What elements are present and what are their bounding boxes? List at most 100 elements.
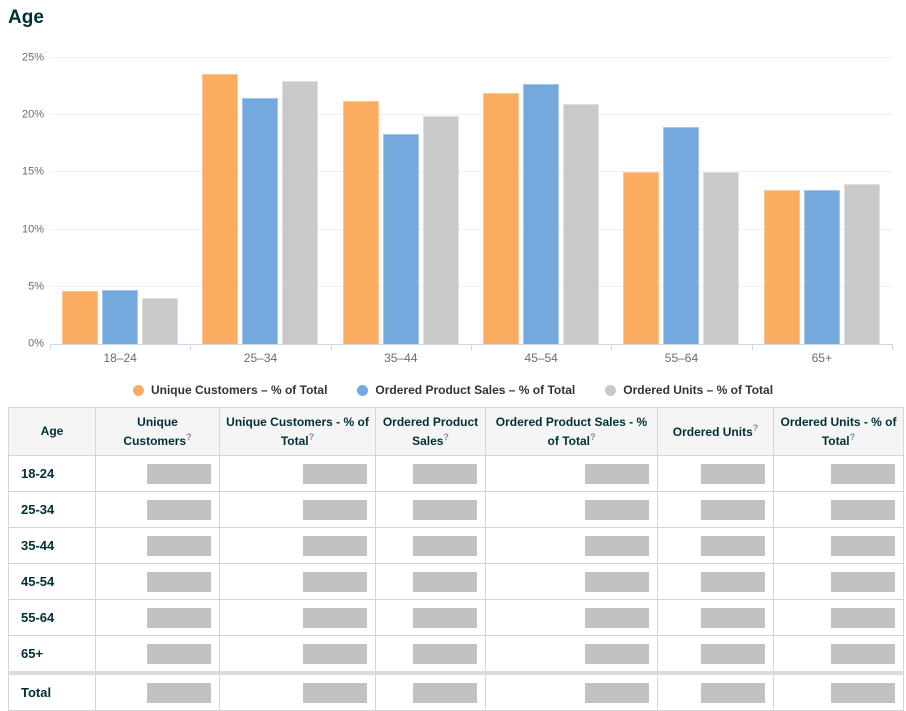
gridline xyxy=(50,285,892,287)
redacted-value xyxy=(831,499,895,520)
column-help-icon[interactable]: ? xyxy=(589,431,596,442)
legend-item[interactable]: Ordered Units – % of Total xyxy=(605,383,773,397)
column-header-unique-customers-of-total: Unique Customers - % of Total? xyxy=(219,407,376,456)
bar-unique-65+ xyxy=(763,189,800,344)
bar-ordered-25–34 xyxy=(282,80,319,344)
bar-ordered-55–64 xyxy=(663,126,700,344)
table-row-25-34: 25-34 xyxy=(8,491,904,528)
bar-ordered-45–54 xyxy=(563,103,600,344)
bar-group-25–34 xyxy=(190,58,330,344)
column-help-icon[interactable]: ? xyxy=(849,431,856,442)
table-cell xyxy=(219,527,376,564)
row-label: 35-44 xyxy=(8,527,96,564)
redacted-value xyxy=(303,463,367,484)
x-axis-category-label: 45–54 xyxy=(524,351,558,365)
column-help-icon[interactable]: ? xyxy=(443,431,449,442)
table-cell xyxy=(95,599,220,636)
table-cell xyxy=(375,491,486,528)
column-header-age: Age xyxy=(8,407,96,456)
redacted-value xyxy=(701,571,765,592)
table-row-total: Total xyxy=(8,671,904,711)
column-help-icon[interactable]: ? xyxy=(186,431,192,442)
age-demographics-table: Age Unique Customers? Unique Customers - %… xyxy=(8,407,904,711)
bar-groups xyxy=(50,58,892,344)
redacted-value xyxy=(701,607,765,628)
table-cell xyxy=(773,527,904,564)
table-body: 18-24 25-34 35-44 45-54 55-64 65+ Total xyxy=(8,455,904,711)
x-axis-tick xyxy=(751,344,753,350)
bar-group-55–64 xyxy=(611,58,751,344)
row-label: 65+ xyxy=(8,635,96,674)
redacted-value xyxy=(585,643,649,664)
bar-group-35–44 xyxy=(331,58,471,344)
x-axis-tick xyxy=(611,344,613,350)
redacted-value xyxy=(831,682,895,703)
table-cell xyxy=(773,599,904,636)
redacted-value xyxy=(585,682,649,703)
x-axis-tick xyxy=(892,344,893,350)
table-cell xyxy=(485,599,658,636)
legend-series-label: Ordered Product Sales – % of Total xyxy=(375,383,576,397)
table-cell xyxy=(375,599,486,636)
chart-legend: Unique Customers – % of Total Ordered Pro… xyxy=(8,382,898,398)
table-cell xyxy=(375,671,486,711)
redacted-value xyxy=(303,571,367,592)
table-cell xyxy=(485,671,658,711)
table-cell xyxy=(485,563,658,600)
table-cell xyxy=(773,563,904,600)
x-axis-labels: 18–24 25–34 35–44 45–54 55–64 65+ xyxy=(50,344,892,365)
table-cell xyxy=(219,491,376,528)
table-cell xyxy=(485,455,658,492)
column-help-icon[interactable]: ? xyxy=(308,431,315,442)
x-axis-category-label: 18–24 xyxy=(103,351,137,365)
redacted-value xyxy=(831,535,895,556)
table-cell xyxy=(219,563,376,600)
table-cell xyxy=(219,635,376,674)
bar-ordered-35–44 xyxy=(382,133,419,344)
table-cell xyxy=(773,455,904,492)
column-help-icon[interactable]: ? xyxy=(752,423,759,434)
redacted-value xyxy=(147,535,211,556)
gridline xyxy=(50,171,892,173)
y-axis-tick-label: 10% xyxy=(21,223,44,236)
redacted-value xyxy=(413,682,477,703)
redacted-value xyxy=(413,643,477,664)
redacted-value xyxy=(831,607,895,628)
column-header-ordered-product-sales-of-total: Ordered Product Sales - % of Total? xyxy=(485,407,658,456)
y-axis-tick-label: 25% xyxy=(21,51,44,64)
redacted-value xyxy=(147,571,211,592)
table-cell xyxy=(95,563,220,600)
table-cell xyxy=(657,527,774,564)
table-cell xyxy=(95,635,220,674)
redacted-value xyxy=(413,571,477,592)
redacted-value xyxy=(413,463,477,484)
bar-unique-35–44 xyxy=(342,101,379,344)
redacted-value xyxy=(585,535,649,556)
redacted-value xyxy=(413,607,477,628)
bar-unique-18–24 xyxy=(62,291,99,344)
table-row-18-24: 18-24 xyxy=(8,455,904,492)
redacted-value xyxy=(303,535,367,556)
redacted-value xyxy=(413,535,477,556)
gridline xyxy=(50,57,892,58)
legend-item[interactable]: Ordered Product Sales – % of Total xyxy=(357,383,575,397)
legend-series-label: Ordered Units – % of Total xyxy=(623,383,774,397)
bar-ordered-55–64 xyxy=(703,172,740,344)
redacted-value xyxy=(701,535,765,556)
table-header-row: Age Unique Customers? Unique Customers - %… xyxy=(8,407,904,456)
table-cell xyxy=(219,599,376,636)
table-cell xyxy=(219,671,376,711)
table-cell xyxy=(657,491,774,528)
redacted-value xyxy=(701,682,765,703)
redacted-value xyxy=(413,499,477,520)
x-axis-tick xyxy=(50,344,51,350)
x-axis-category-label: 65+ xyxy=(811,351,832,365)
legend-item[interactable]: Unique Customers – % of Total xyxy=(132,383,327,397)
table-cell xyxy=(773,635,904,674)
legend-series-dot xyxy=(605,384,617,396)
bar-unique-45–54 xyxy=(483,93,520,344)
gridline xyxy=(50,228,892,230)
x-axis-tick xyxy=(190,344,192,350)
bar-ordered-45–54 xyxy=(523,84,560,344)
legend-series-dot xyxy=(357,384,369,396)
